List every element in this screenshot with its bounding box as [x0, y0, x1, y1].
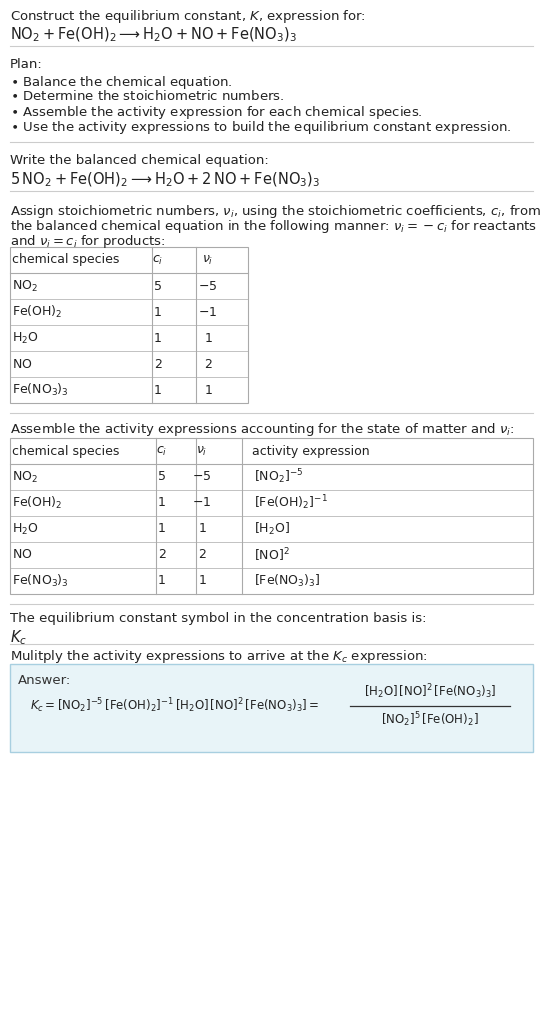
- Text: $c_i$: $c_i$: [156, 444, 168, 458]
- Text: $[\mathrm{H_2O}]$: $[\mathrm{H_2O}]$: [254, 521, 290, 537]
- Text: $\nu_i$: $\nu_i$: [203, 253, 214, 266]
- Text: $[\mathrm{NO_2}]^5\,[\mathrm{Fe(OH)_2}]$: $[\mathrm{NO_2}]^5\,[\mathrm{Fe(OH)_2}]$: [381, 711, 479, 729]
- Text: Assign stoichiometric numbers, $\nu_i$, using the stoichiometric coefficients, $: Assign stoichiometric numbers, $\nu_i$, …: [10, 203, 541, 220]
- Text: $\mathrm{H_2O}$: $\mathrm{H_2O}$: [12, 522, 39, 537]
- Text: $K_c = [\mathrm{NO_2}]^{-5}\,[\mathrm{Fe(OH)_2}]^{-1}\,[\mathrm{H_2O}]\,[\mathrm: $K_c = [\mathrm{NO_2}]^{-5}\,[\mathrm{Fe…: [30, 697, 319, 715]
- Text: $1$: $1$: [204, 383, 212, 397]
- Text: 1: 1: [158, 523, 166, 536]
- Text: $\mathrm{Fe(OH)_2}$: $\mathrm{Fe(OH)_2}$: [12, 304, 62, 320]
- Text: 5: 5: [154, 280, 162, 293]
- Text: $2$: $2$: [204, 358, 212, 370]
- Text: $\mathrm{Fe(OH)_2}$: $\mathrm{Fe(OH)_2}$: [12, 495, 62, 512]
- Text: $[\mathrm{Fe(NO_3)_3}]$: $[\mathrm{Fe(NO_3)_3}]$: [254, 573, 320, 589]
- Text: $\mathrm{Fe(NO_3)_3}$: $\mathrm{Fe(NO_3)_3}$: [12, 573, 69, 589]
- Text: 1: 1: [154, 332, 162, 345]
- Text: Mulitply the activity expressions to arrive at the $K_c$ expression:: Mulitply the activity expressions to arr…: [10, 648, 428, 665]
- FancyBboxPatch shape: [10, 664, 533, 752]
- Text: 2: 2: [158, 548, 166, 561]
- Text: $\bullet$ Determine the stoichiometric numbers.: $\bullet$ Determine the stoichiometric n…: [10, 89, 285, 103]
- Text: $1$: $1$: [198, 575, 206, 588]
- Text: $1$: $1$: [204, 332, 212, 345]
- Text: $-1$: $-1$: [198, 305, 218, 318]
- Text: 2: 2: [154, 358, 162, 370]
- Text: $\mathrm{NO_2 + Fe(OH)_2 \longrightarrow H_2O + NO + Fe(NO_3)_3}$: $\mathrm{NO_2 + Fe(OH)_2 \longrightarrow…: [10, 26, 297, 45]
- Text: $\mathrm{NO_2}$: $\mathrm{NO_2}$: [12, 279, 38, 294]
- Text: $\mathrm{5\,NO_2 + Fe(OH)_2 \longrightarrow H_2O + 2\,NO + Fe(NO_3)_3}$: $\mathrm{5\,NO_2 + Fe(OH)_2 \longrightar…: [10, 171, 320, 189]
- Text: 5: 5: [158, 471, 166, 483]
- Text: $\bullet$ Balance the chemical equation.: $\bullet$ Balance the chemical equation.: [10, 74, 232, 91]
- Text: 1: 1: [154, 305, 162, 318]
- Text: $\mathrm{NO_2}$: $\mathrm{NO_2}$: [12, 470, 38, 484]
- Text: $2$: $2$: [198, 548, 206, 561]
- Text: The equilibrium constant symbol in the concentration basis is:: The equilibrium constant symbol in the c…: [10, 612, 426, 625]
- Text: $\mathrm{H_2O}$: $\mathrm{H_2O}$: [12, 331, 39, 346]
- Text: activity expression: activity expression: [252, 444, 370, 458]
- Text: $\bullet$ Use the activity expressions to build the equilibrium constant express: $\bullet$ Use the activity expressions t…: [10, 119, 512, 136]
- Text: $\bullet$ Assemble the activity expression for each chemical species.: $\bullet$ Assemble the activity expressi…: [10, 104, 422, 121]
- Text: $-1$: $-1$: [192, 496, 212, 510]
- Text: chemical species: chemical species: [12, 444, 119, 458]
- Text: $-5$: $-5$: [192, 471, 212, 483]
- Text: and $\nu_i = c_i$ for products:: and $\nu_i = c_i$ for products:: [10, 233, 166, 250]
- Text: Answer:: Answer:: [18, 674, 71, 687]
- Text: 1: 1: [158, 575, 166, 588]
- Text: Construct the equilibrium constant, $K$, expression for:: Construct the equilibrium constant, $K$,…: [10, 8, 366, 25]
- Text: $[\mathrm{Fe(OH)_2}]^{-1}$: $[\mathrm{Fe(OH)_2}]^{-1}$: [254, 493, 328, 513]
- FancyBboxPatch shape: [10, 247, 248, 403]
- Text: $1$: $1$: [198, 523, 206, 536]
- Text: Write the balanced chemical equation:: Write the balanced chemical equation:: [10, 154, 269, 167]
- Text: $c_i$: $c_i$: [153, 253, 163, 266]
- Text: $[\mathrm{NO_2}]^{-5}$: $[\mathrm{NO_2}]^{-5}$: [254, 468, 303, 486]
- Text: $[\mathrm{H_2O}]\,[\mathrm{NO}]^2\,[\mathrm{Fe(NO_3)_3}]$: $[\mathrm{H_2O}]\,[\mathrm{NO}]^2\,[\mat…: [364, 682, 496, 702]
- Text: 1: 1: [154, 383, 162, 397]
- Text: the balanced chemical equation in the following manner: $\nu_i = -c_i$ for react: the balanced chemical equation in the fo…: [10, 218, 537, 235]
- Text: chemical species: chemical species: [12, 253, 119, 266]
- FancyBboxPatch shape: [10, 438, 533, 594]
- Text: $K_c$: $K_c$: [10, 629, 27, 647]
- Text: 1: 1: [158, 496, 166, 510]
- Text: Plan:: Plan:: [10, 58, 43, 71]
- Text: $-5$: $-5$: [198, 280, 218, 293]
- Text: $\nu_i$: $\nu_i$: [197, 444, 207, 458]
- Text: $\mathrm{Fe(NO_3)_3}$: $\mathrm{Fe(NO_3)_3}$: [12, 382, 69, 398]
- Text: Assemble the activity expressions accounting for the state of matter and $\nu_i$: Assemble the activity expressions accoun…: [10, 421, 515, 438]
- Text: $\mathrm{NO}$: $\mathrm{NO}$: [12, 548, 33, 561]
- Text: $[\mathrm{NO}]^2$: $[\mathrm{NO}]^2$: [254, 546, 289, 563]
- Text: $\mathrm{NO}$: $\mathrm{NO}$: [12, 358, 33, 370]
